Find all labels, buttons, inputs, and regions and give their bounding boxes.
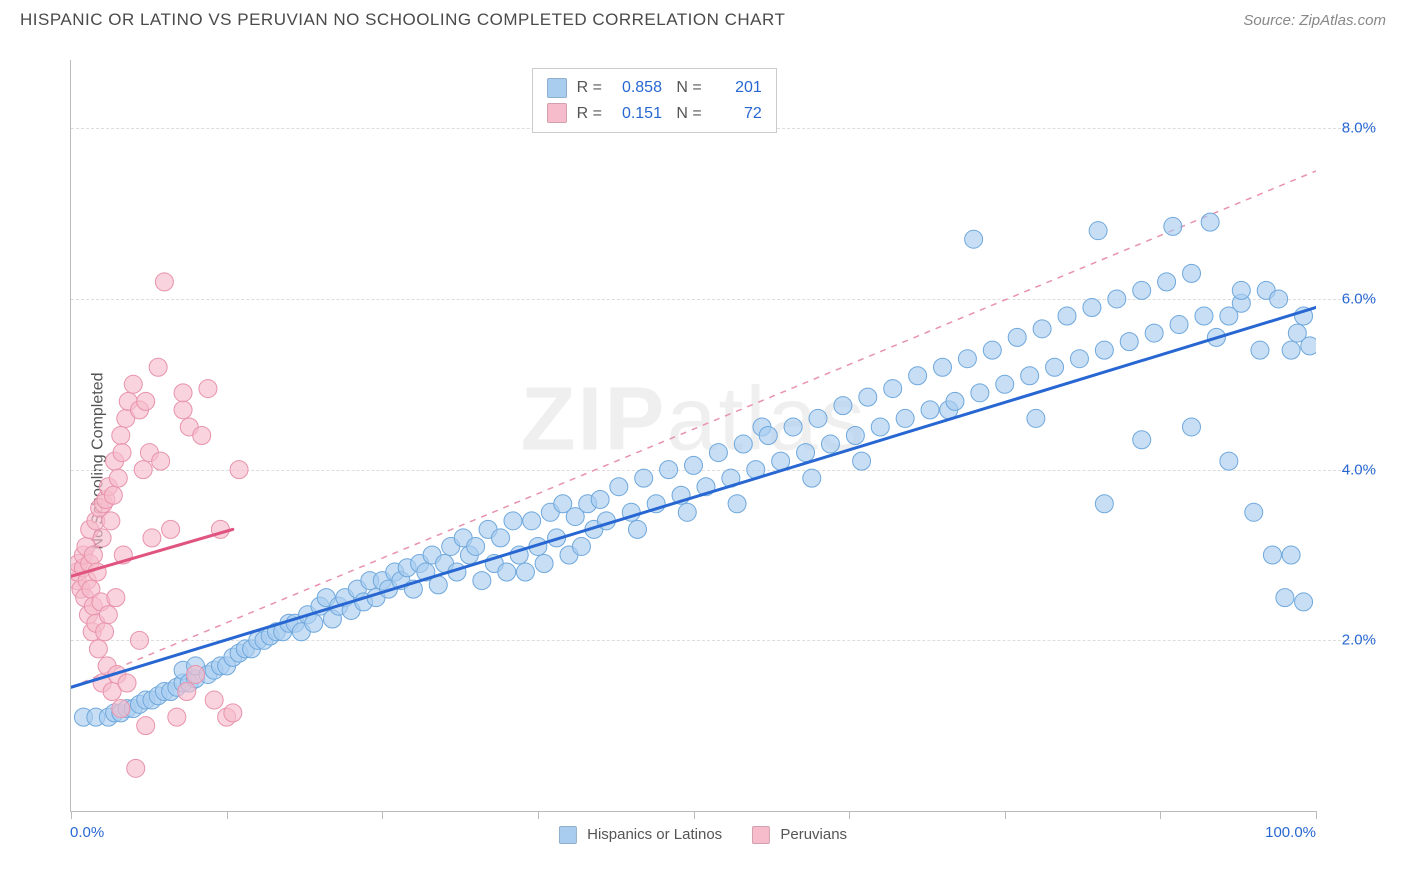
- y-tick-label: 4.0%: [1321, 461, 1376, 478]
- stats-n-value-0: 201: [712, 75, 762, 101]
- stats-swatch-1: [547, 103, 567, 123]
- scatter-svg: [71, 60, 1316, 811]
- y-tick-label: 6.0%: [1321, 290, 1376, 307]
- legend-item-0: Hispanics or Latinos: [559, 826, 722, 844]
- legend-swatch-1: [752, 826, 770, 844]
- stats-row-0: R = 0.858 N = 201: [547, 75, 762, 101]
- stats-row-1: R = 0.151 N = 72: [547, 101, 762, 127]
- stats-r-value-0: 0.858: [612, 75, 662, 101]
- stats-n-label: N =: [672, 75, 702, 101]
- legend-item-1: Peruvians: [752, 826, 847, 844]
- legend-label-0: Hispanics or Latinos: [587, 826, 722, 843]
- source-name: ZipAtlas.com: [1299, 12, 1386, 29]
- y-tick-label: 2.0%: [1321, 632, 1376, 649]
- stats-n-label: N =: [672, 101, 702, 127]
- stats-r-label: R =: [577, 101, 602, 127]
- source-label: Source:: [1243, 12, 1295, 29]
- correlation-stats-box: R = 0.858 N = 201 R = 0.151 N = 72: [532, 68, 777, 133]
- legend-swatch-0: [559, 826, 577, 844]
- legend-label-1: Peruvians: [780, 826, 847, 843]
- stats-r-value-1: 0.151: [612, 101, 662, 127]
- x-max-label: 100.0%: [1265, 824, 1316, 841]
- chart-header: HISPANIC OR LATINO VS PERUVIAN NO SCHOOL…: [0, 0, 1406, 30]
- plot-region: ZIPatlas R = 0.858 N = 201 R = 0.151 N =…: [70, 60, 1316, 812]
- chart-area: No Schooling Completed ZIPatlas R = 0.85…: [20, 50, 1386, 872]
- stats-swatch-0: [547, 78, 567, 98]
- chart-title: HISPANIC OR LATINO VS PERUVIAN NO SCHOOL…: [20, 10, 785, 30]
- x-min-label: 0.0%: [70, 824, 104, 841]
- y-tick-label: 8.0%: [1321, 120, 1376, 137]
- stats-r-label: R =: [577, 75, 602, 101]
- stats-n-value-1: 72: [712, 101, 762, 127]
- legend: Hispanics or Latinos Peruvians: [559, 826, 847, 844]
- source-attribution: Source: ZipAtlas.com: [1243, 12, 1386, 29]
